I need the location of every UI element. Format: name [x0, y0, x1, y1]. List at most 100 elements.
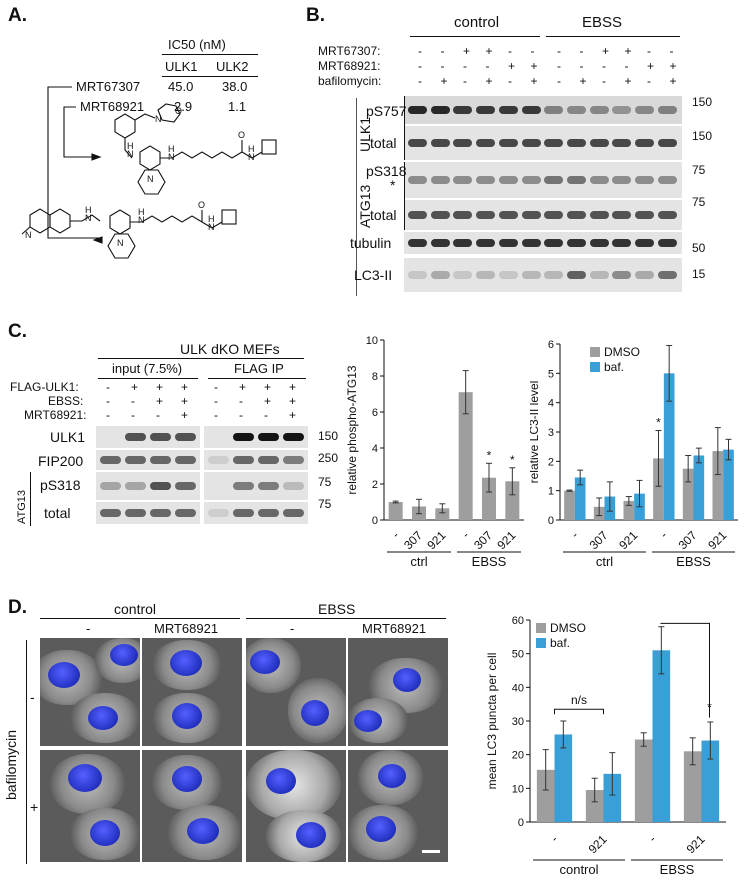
blot-band	[283, 509, 304, 517]
blot-c-fip200-input	[96, 450, 200, 470]
blot-band	[566, 239, 586, 247]
sign-plus: +	[156, 394, 164, 408]
blot-band	[521, 176, 541, 184]
sign-minus: -	[214, 380, 218, 394]
blot-band	[258, 509, 279, 517]
blot-label-ulk1: ULK1	[50, 429, 86, 445]
panel-c-title: ULK dKO MEFs	[180, 341, 280, 357]
sign-plus: +	[264, 380, 272, 394]
blot-band	[150, 433, 171, 441]
col-label: -	[290, 621, 295, 636]
blot-band	[612, 106, 632, 114]
blot-band	[430, 106, 450, 114]
svg-text:O: O	[175, 106, 182, 116]
scale-bar	[422, 850, 440, 853]
chart-lc3-puncta: 0 10 20 30 40 50 60 mean LC3 puncta per cell - 92…	[485, 615, 726, 877]
significance-star: *	[487, 448, 492, 462]
sign-minus: -	[485, 59, 490, 73]
blot-label-tubulin: tubulin	[350, 235, 392, 251]
blot-c-fip200-ip	[204, 450, 308, 470]
group-label-control: control	[454, 14, 500, 31]
svg-text:H: H	[248, 144, 255, 154]
sign-plus: +	[440, 74, 448, 88]
sign-minus: -	[440, 59, 445, 73]
sign-plus: +	[181, 394, 189, 408]
sign-plus: +	[624, 44, 632, 58]
bar	[723, 449, 734, 520]
blot-band	[175, 456, 196, 464]
blot-band	[233, 433, 254, 441]
blot-c-total-input	[96, 502, 200, 524]
sign-minus: -	[508, 74, 512, 88]
bar	[585, 790, 604, 822]
blot-band	[125, 482, 146, 490]
group-label: EBSS	[660, 862, 695, 877]
x-tick-label: 921	[586, 832, 610, 856]
mw-marker: 150	[692, 95, 713, 109]
col-label: MRT68921	[362, 621, 427, 636]
blot-band	[589, 106, 609, 114]
blot-band	[408, 271, 427, 279]
group-label: ctrl	[596, 554, 613, 569]
svg-text:N: N	[168, 152, 175, 162]
blot-band	[498, 139, 518, 147]
sign-minus: -	[239, 394, 243, 408]
blot-band	[544, 271, 564, 279]
blot-band	[476, 211, 496, 219]
sign-plus: +	[669, 59, 677, 73]
mw-marker: 150	[692, 129, 713, 143]
annotation-star: *	[707, 701, 712, 715]
bar	[435, 508, 450, 520]
x-tick-label: 921	[494, 528, 518, 552]
significance-star: *	[656, 416, 661, 430]
bar	[663, 373, 675, 520]
row-label: MRT68921:	[24, 408, 87, 422]
blot-lc3	[404, 258, 682, 292]
sign-minus: -	[106, 408, 110, 422]
blot-c-ulk1-input	[96, 426, 200, 448]
group-label: control	[559, 862, 598, 877]
blot-band	[430, 139, 450, 147]
blot-band	[612, 271, 632, 279]
blot-band	[657, 271, 677, 279]
y-tick-label: 3	[548, 427, 554, 439]
blot-band	[657, 106, 677, 114]
sign-plus: +	[131, 380, 139, 394]
mw-marker: 50	[692, 241, 706, 255]
input-label: input (7.5%)	[112, 361, 183, 376]
blot-band	[521, 271, 541, 279]
sign-plus: +	[181, 380, 189, 394]
blot-band	[453, 239, 473, 247]
row-sign: -	[30, 689, 35, 705]
blot-band	[283, 456, 304, 464]
blot-band	[208, 509, 229, 517]
x-tick-label: -	[657, 528, 670, 541]
svg-text:H: H	[168, 144, 175, 154]
sign-minus: -	[557, 44, 561, 58]
bar	[712, 451, 724, 520]
nonspecific-band-star: *	[390, 177, 396, 193]
blot-band	[589, 176, 609, 184]
blot-band	[453, 139, 473, 147]
blot-band	[233, 456, 254, 464]
y-tick-label: 2	[548, 456, 554, 468]
blot-band	[175, 509, 196, 517]
sign-plus: +	[289, 408, 297, 422]
y-tick-label: 10	[366, 335, 378, 347]
blot-label-ps318: pS318	[40, 477, 81, 493]
bar	[388, 502, 403, 520]
blot-band	[100, 482, 121, 490]
blot-band	[258, 456, 279, 464]
blot-band	[258, 433, 279, 441]
blot-band	[150, 456, 171, 464]
blot-band	[233, 509, 254, 517]
sign-minus: -	[418, 74, 422, 88]
blot-band	[612, 239, 632, 247]
blot-band	[208, 482, 229, 490]
bar	[652, 650, 671, 822]
bar	[603, 773, 622, 822]
blot-band	[498, 176, 518, 184]
blot-band	[521, 239, 541, 247]
svg-text:H: H	[127, 141, 134, 151]
